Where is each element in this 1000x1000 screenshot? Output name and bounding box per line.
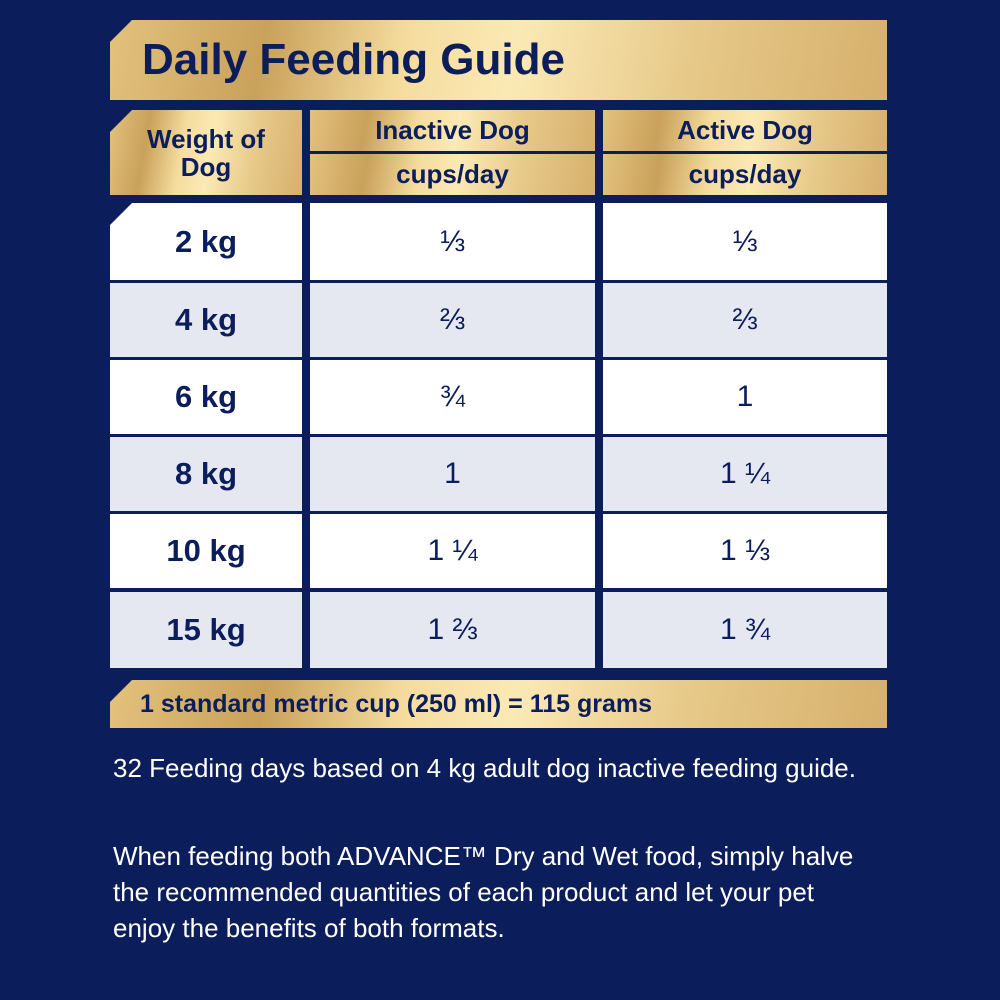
active-cups-cell: 1 xyxy=(603,360,887,434)
weight-cell: 15 kg xyxy=(110,592,302,668)
inactive-cups-cell: 1 xyxy=(310,437,595,511)
weight-cell: 2 kg xyxy=(110,203,302,280)
page-title: Daily Feeding Guide xyxy=(110,20,887,100)
header-active-unit: cups/day xyxy=(603,154,887,195)
active-cups-cell: 1 ⅓ xyxy=(603,514,887,588)
feeding-days-note: 32 Feeding days based on 4 kg adult dog … xyxy=(113,753,856,783)
cup-conversion-note: 1 standard metric cup (250 ml) = 115 gra… xyxy=(110,680,887,728)
active-cups-cell: ⅓ xyxy=(603,203,887,280)
header-inactive-unit: cups/day xyxy=(310,154,595,195)
header-weight: Weight of Dog xyxy=(110,110,302,195)
active-cups-cell: ⅔ xyxy=(603,283,887,357)
weight-cell: 6 kg xyxy=(110,360,302,434)
inactive-cups-cell: 1 ¼ xyxy=(310,514,595,588)
inactive-cups-cell: ¾ xyxy=(310,360,595,434)
header-inactive: Inactive Dog xyxy=(310,110,595,151)
inactive-cups-cell: ⅔ xyxy=(310,283,595,357)
weight-cell: 10 kg xyxy=(110,514,302,588)
active-cups-cell: 1 ¼ xyxy=(603,437,887,511)
weight-cell: 8 kg xyxy=(110,437,302,511)
active-cups-cell: 1 ¾ xyxy=(603,592,887,668)
header-active: Active Dog xyxy=(603,110,887,151)
mixed-feeding-note: When feeding both ADVANCE™ Dry and Wet f… xyxy=(113,841,854,943)
weight-cell: 4 kg xyxy=(110,283,302,357)
inactive-cups-cell: ⅓ xyxy=(310,203,595,280)
inactive-cups-cell: 1 ⅔ xyxy=(310,592,595,668)
